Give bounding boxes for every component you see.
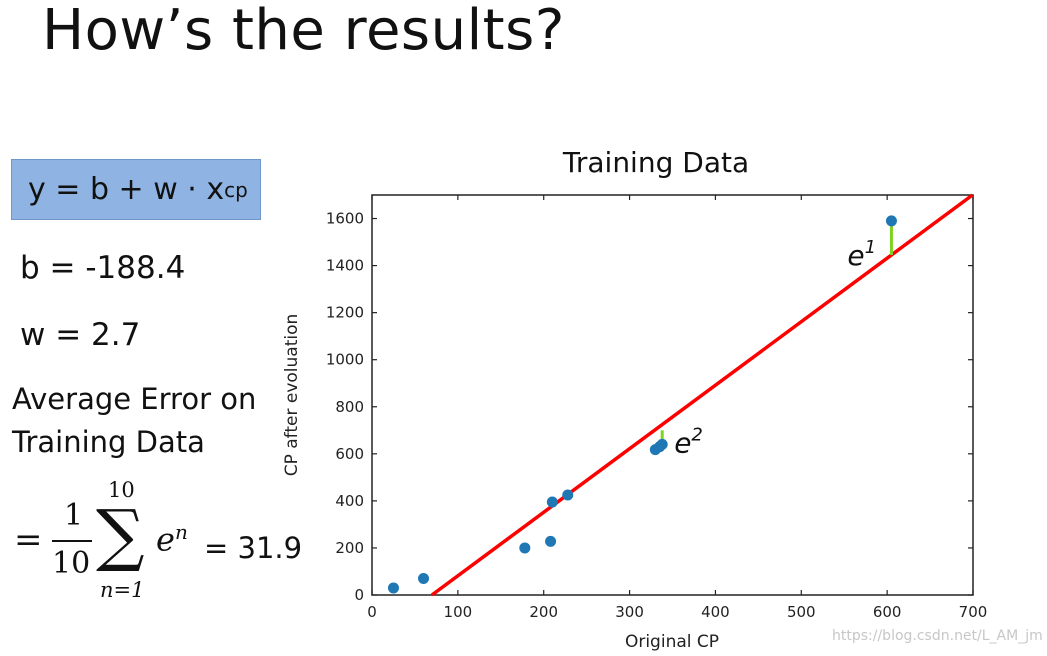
y-tick-label: 600 — [335, 445, 364, 463]
x-tick-label: 300 — [615, 603, 644, 621]
x-tick-label: 200 — [529, 603, 558, 621]
sum-upper-limit: 10 — [108, 478, 135, 502]
watermark: https://blog.csdn.net/L_AM_jm — [832, 628, 1043, 644]
data-points-layer — [387, 215, 897, 594]
plot-frame — [371, 194, 974, 596]
slide-title: How’s the results? — [42, 0, 565, 63]
sum-lower-limit: n=1 — [100, 578, 145, 602]
sum-term: en — [156, 520, 188, 559]
y-axis-label: CP after evoluation — [282, 314, 302, 477]
sum-term-superscript: n — [174, 520, 188, 544]
error-annotation-sup: 1 — [865, 237, 876, 258]
x-tick-label: 500 — [787, 603, 816, 621]
model-formula-text: y = b + w · x — [28, 172, 225, 207]
regression-line — [430, 193, 974, 597]
data-point — [546, 496, 558, 508]
fraction-denominator: 10 — [52, 546, 91, 581]
annotations-layer: e1 e2 — [674, 237, 876, 459]
data-point — [885, 215, 897, 227]
error-annotation: e2 — [674, 424, 703, 459]
y-tick-label: 0 — [354, 586, 364, 604]
y-tick-label: 1400 — [326, 257, 364, 275]
sum-sign: ∑ — [96, 496, 145, 575]
data-point — [387, 582, 399, 594]
sum-term-base: e — [156, 520, 175, 559]
x-tick-label: 400 — [701, 603, 730, 621]
data-point — [418, 573, 430, 585]
y-tick-label: 200 — [335, 539, 364, 557]
x-tick-label: 100 — [444, 603, 473, 621]
fraction-numerator: 1 — [64, 498, 84, 533]
bias-value: b = -188.4 — [20, 250, 186, 286]
data-point — [519, 542, 531, 554]
y-tick-label: 800 — [335, 398, 364, 416]
fraction-bar — [52, 540, 92, 542]
y-tick-label: 1000 — [326, 351, 364, 369]
x-tick-label: 600 — [873, 603, 902, 621]
y-tick-label: 1600 — [326, 210, 364, 228]
error-annotation-sup: 2 — [691, 424, 702, 445]
data-point — [545, 535, 557, 547]
equals-sign: = — [14, 520, 43, 560]
data-point — [656, 438, 668, 450]
model-formula-subscript: cp — [224, 177, 248, 202]
model-formula: y = b + w · x cp — [11, 159, 261, 220]
chart-title: Training Data — [562, 146, 749, 179]
x-tick-label: 0 — [367, 603, 377, 621]
y-tick-label: 1200 — [326, 304, 364, 322]
x-axis-label: Original CP — [625, 632, 719, 652]
y-tick-label: 400 — [335, 492, 364, 510]
weight-value: w = 2.7 — [20, 317, 141, 353]
error-annotation: e1 — [847, 237, 876, 272]
average-error-result: = 31.9 — [204, 531, 303, 565]
average-error-label: Average Error on Training Data — [12, 382, 257, 459]
axis-ticks: 0 100 200 300 400 500 600 700 0 200 400 600 800 1000 1… — [326, 195, 988, 621]
regression-line-layer — [430, 193, 974, 597]
data-point — [562, 489, 574, 501]
x-tick-label: 700 — [959, 603, 988, 621]
